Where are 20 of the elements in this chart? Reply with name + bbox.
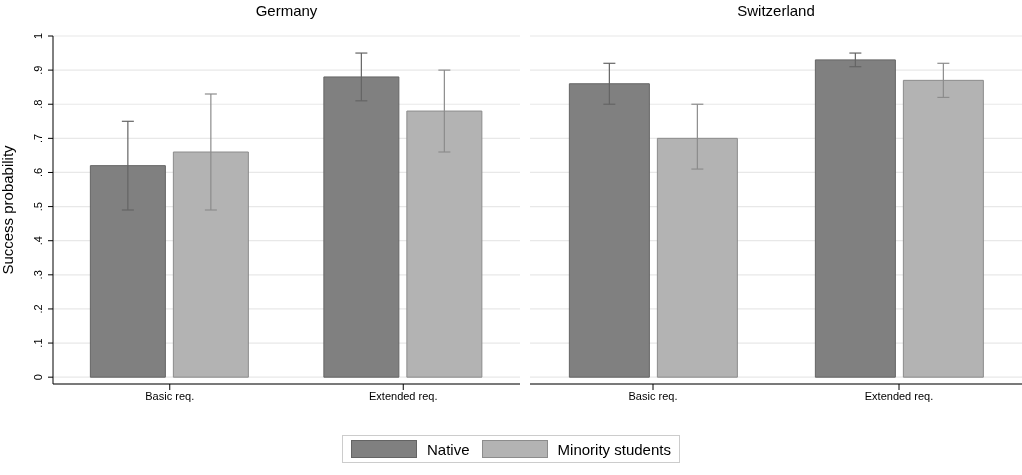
y-tick-label: .7 — [32, 133, 44, 143]
x-tick-label: Extended req. — [864, 389, 934, 402]
x-tick-label: Basic req. — [628, 389, 678, 402]
y-tick-label: .4 — [32, 236, 44, 246]
legend-label: Native — [427, 440, 470, 458]
y-tick-label: 1 — [32, 32, 44, 40]
y-axis-title: Success probability — [0, 144, 17, 275]
y-tick-label: .2 — [32, 304, 44, 314]
y-tick-label: 0 — [32, 374, 44, 381]
legend-label: Minority students — [557, 440, 671, 458]
y-tick-label: .5 — [32, 201, 44, 212]
y-tick-label: .9 — [32, 65, 44, 75]
chart-title: Switzerland — [736, 2, 816, 19]
x-tick-label: Basic req. — [145, 389, 195, 402]
y-tick-label: .6 — [32, 167, 44, 178]
y-tick-label: .3 — [32, 270, 44, 280]
chart-title: Germany — [254, 2, 319, 19]
y-tick-label: .1 — [32, 338, 44, 348]
x-tick-label: Extended req. — [369, 389, 438, 402]
y-tick-label: .8 — [32, 99, 44, 109]
